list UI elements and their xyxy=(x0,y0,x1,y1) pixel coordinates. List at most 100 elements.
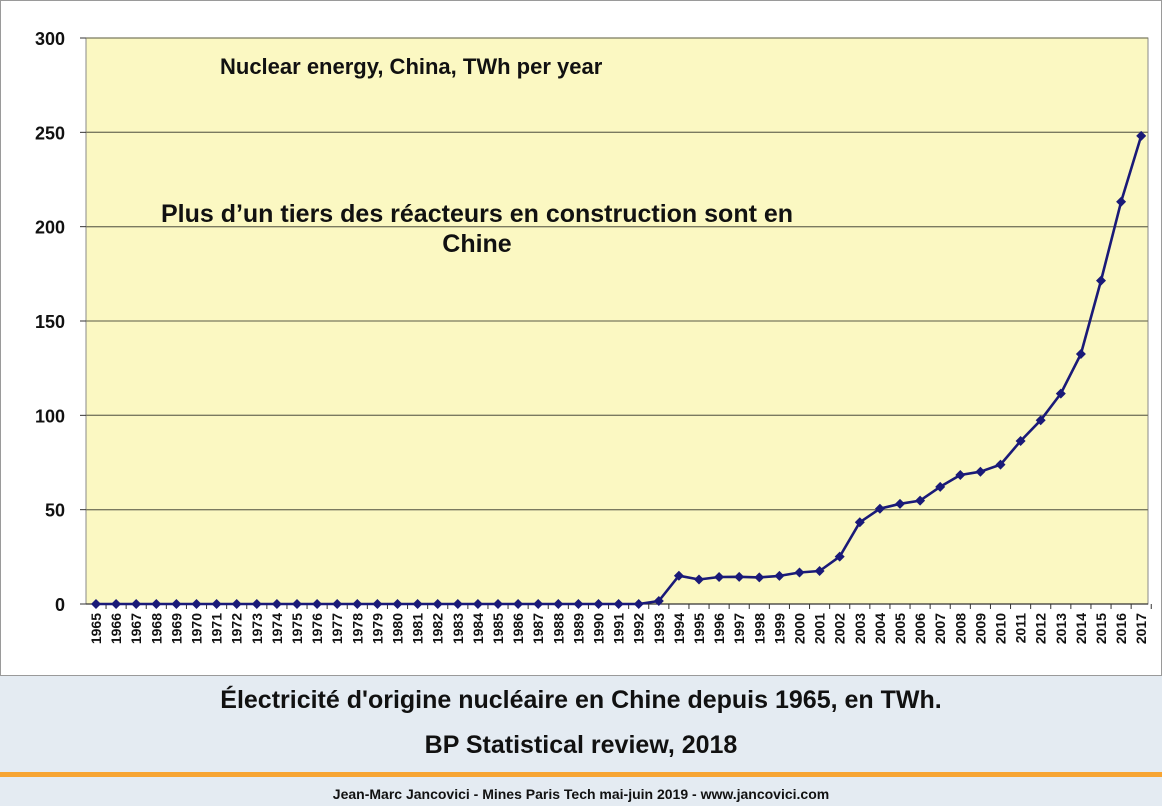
x-tick-label: 1995 xyxy=(691,613,707,644)
x-tick-label: 1975 xyxy=(289,613,305,644)
x-tick-label: 1966 xyxy=(108,613,124,644)
data-point xyxy=(493,599,503,609)
data-point xyxy=(794,567,805,578)
data-point xyxy=(613,599,624,609)
data-point xyxy=(573,599,584,609)
data-point xyxy=(895,498,905,509)
y-tick-label: 50 xyxy=(45,501,65,521)
x-tick-label: 2002 xyxy=(832,613,848,644)
x-tick-label: 1973 xyxy=(249,613,265,644)
x-tick-label: 1987 xyxy=(530,613,546,644)
y-tick-label: 300 xyxy=(35,29,65,49)
x-tick-label: 1970 xyxy=(189,613,205,644)
data-point xyxy=(1136,130,1147,141)
x-tick-label: 1969 xyxy=(168,613,184,644)
x-tick-label: 1992 xyxy=(631,613,647,644)
data-point xyxy=(392,599,403,609)
data-point xyxy=(312,599,323,609)
caption-title: Électricité d'origine nucléaire en Chine… xyxy=(220,686,942,714)
x-tick-label: 1982 xyxy=(430,613,446,644)
footer-credit: Jean-Marc Jancovici - Mines Paris Tech m… xyxy=(332,786,830,802)
data-point xyxy=(191,599,202,609)
data-point xyxy=(1055,388,1066,399)
x-tick-label: 2006 xyxy=(912,613,928,644)
x-tick-label: 1977 xyxy=(329,613,345,644)
x-tick-label: 1983 xyxy=(450,613,466,644)
data-point xyxy=(714,572,725,583)
data-point xyxy=(292,599,302,609)
x-tick-label: 1991 xyxy=(611,613,627,644)
annotation-line: Plus d’un tiers des réacteurs en constru… xyxy=(161,200,793,228)
data-point xyxy=(1096,275,1106,286)
x-tick-label: 1980 xyxy=(390,613,406,644)
x-tick-label: 1999 xyxy=(771,613,787,644)
data-point xyxy=(593,599,604,609)
x-tick-label: 1978 xyxy=(349,613,365,644)
data-point xyxy=(533,599,544,609)
data-point xyxy=(653,595,664,606)
data-point xyxy=(513,599,524,609)
data-point xyxy=(774,570,785,581)
annotation-line: Chine xyxy=(442,230,512,258)
x-tick-label: 1990 xyxy=(591,613,607,644)
x-tick-label: 2010 xyxy=(993,613,1009,644)
x-tick-label: 2004 xyxy=(872,613,888,644)
data-point xyxy=(874,503,885,514)
data-point xyxy=(995,459,1006,470)
data-point xyxy=(472,599,483,609)
x-tick-label: 2003 xyxy=(852,613,868,644)
data-point xyxy=(1035,415,1046,426)
caption-area: Électricité d'origine nucléaire en Chine… xyxy=(0,676,1162,772)
x-tick-label: 2016 xyxy=(1113,613,1129,644)
x-tick-label: 1968 xyxy=(148,613,164,644)
x-tick-label: 1993 xyxy=(651,613,667,644)
x-tick-label: 1988 xyxy=(550,613,566,644)
x-tick-label: 2000 xyxy=(792,613,808,644)
y-tick-label: 150 xyxy=(35,312,65,332)
x-tick-label: 1986 xyxy=(510,613,526,644)
data-point xyxy=(633,599,644,609)
data-point xyxy=(211,599,222,609)
data-point xyxy=(251,599,262,609)
x-tick-label: 1972 xyxy=(229,613,245,644)
x-tick-label: 2011 xyxy=(1013,613,1029,644)
data-point xyxy=(694,574,704,585)
caption-source: BP Statistical review, 2018 xyxy=(424,731,738,759)
x-tick-label: 2012 xyxy=(1033,613,1049,644)
x-tick-label: 2017 xyxy=(1133,613,1149,644)
data-point xyxy=(814,565,825,576)
data-point xyxy=(915,495,926,506)
data-point xyxy=(834,551,845,562)
line-chart: 0 50 100 150 200 250 300 1965 1966 1967 1968 1969 19… xyxy=(35,29,1152,644)
x-tick-label: 1997 xyxy=(731,613,747,644)
data-point xyxy=(151,599,162,609)
x-tick-label: 1985 xyxy=(490,613,506,644)
x-tick-label: 2009 xyxy=(972,613,988,644)
accent-divider xyxy=(0,772,1162,777)
y-tick-label: 0 xyxy=(55,595,65,615)
data-point xyxy=(935,481,946,492)
data-point xyxy=(754,572,765,583)
data-point xyxy=(372,599,383,609)
data-point xyxy=(673,570,684,581)
x-tick-label: 1998 xyxy=(751,613,767,644)
x-tick-label: 1996 xyxy=(711,613,727,644)
data-point xyxy=(412,599,423,609)
data-point xyxy=(131,599,142,609)
x-tick-label: 2015 xyxy=(1093,613,1109,644)
x-tick-label: 2007 xyxy=(932,613,948,644)
data-point xyxy=(352,599,363,609)
chart-title: Nuclear energy, China, TWh per year xyxy=(220,54,603,79)
x-tick-label: 1989 xyxy=(570,613,586,644)
data-point xyxy=(734,571,745,582)
x-tick-label: 2013 xyxy=(1053,613,1069,644)
x-tick-label: 1967 xyxy=(128,613,144,644)
chart-frame: 0 50 100 150 200 250 300 1965 1966 1967 1968 1969 19… xyxy=(0,0,1162,676)
data-point xyxy=(111,599,122,609)
x-tick-label: 2005 xyxy=(892,613,908,644)
x-tick-label: 2001 xyxy=(812,613,828,644)
x-tick-label: 1979 xyxy=(369,613,385,644)
y-tick-label: 250 xyxy=(35,123,65,143)
y-tick-label: 100 xyxy=(35,406,65,426)
y-tick-label: 200 xyxy=(35,218,65,238)
